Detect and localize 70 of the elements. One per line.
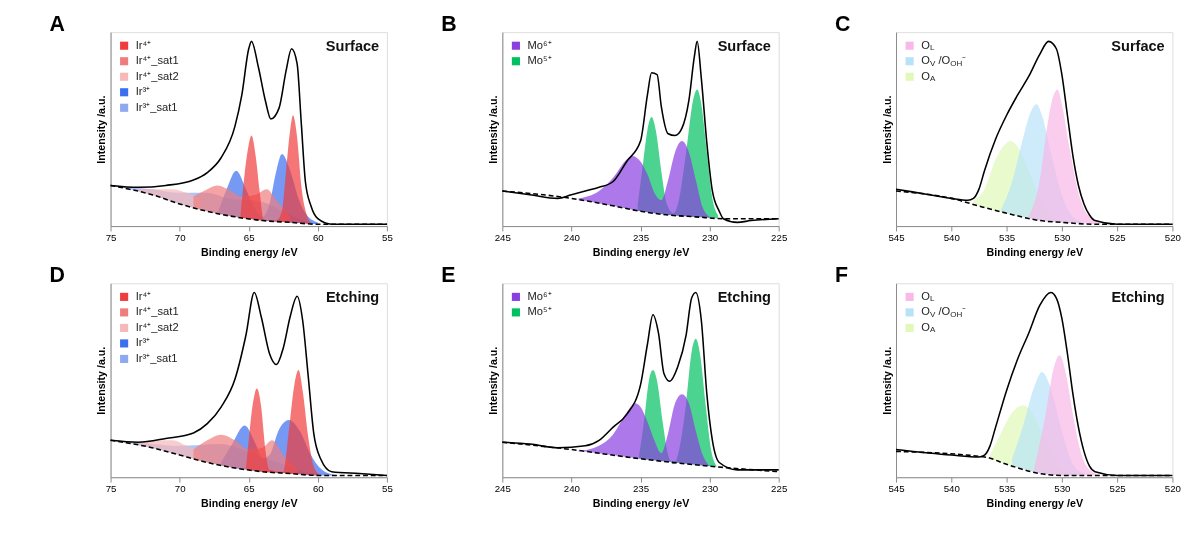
chart-title: A: [49, 12, 65, 37]
y-axis-title: Intensity /a.u.: [487, 346, 499, 415]
x-tick-label: 70: [174, 483, 187, 495]
x-tick-label: 55: [382, 483, 393, 495]
x-tick-label: 60: [312, 483, 325, 495]
x-tick-label: 245: [494, 232, 511, 244]
x-tick-label: 540: [943, 483, 961, 495]
x-tick-label: 245: [494, 483, 511, 495]
x-tick-label: 230: [702, 232, 719, 244]
legend-label: Mo⁵⁺: [527, 305, 552, 318]
legend-label: Ir⁴⁺: [135, 38, 152, 51]
x-tick-label: 540: [943, 232, 961, 244]
annotation: Surface: [717, 37, 771, 54]
y-axis-title: Intensity /a.u.: [880, 346, 893, 415]
x-tick-label: 520: [1164, 232, 1182, 244]
x-tick-label: 70: [174, 232, 187, 244]
x-tick-label: 240: [563, 483, 581, 495]
x-tick-label: 75: [105, 483, 117, 495]
x-tick-label: 65: [243, 232, 255, 244]
annotation: Etching: [325, 288, 380, 305]
x-axis-title: Binding energy /eV: [592, 496, 691, 509]
legend-label: Ir⁴⁺: [135, 289, 152, 302]
x-axis-title: Binding energy /eV: [592, 245, 691, 258]
chart-title: F: [834, 263, 848, 288]
y-axis-title: Intensity /a.u.: [487, 95, 499, 164]
annotation: Etching: [1111, 288, 1165, 305]
x-axis-title: Binding energy /eV: [200, 245, 299, 258]
chart-title: B: [441, 12, 457, 37]
x-tick-label: 545: [888, 232, 905, 244]
y-axis-title: Intensity /a.u.: [95, 346, 108, 415]
x-tick-label: 525: [1109, 483, 1126, 495]
chart-title: C: [834, 12, 851, 37]
x-tick-label: 55: [382, 232, 393, 244]
x-tick-label: 535: [999, 232, 1016, 244]
annotation: Surface: [325, 37, 380, 54]
x-tick-label: 525: [1109, 232, 1126, 244]
x-axis-title: Binding energy /eV: [200, 496, 299, 509]
x-tick-label: 240: [563, 232, 581, 244]
x-tick-label: 235: [632, 483, 650, 495]
legend-label: Ir³⁺: [135, 85, 151, 98]
y-axis-title: Intensity /a.u.: [95, 95, 108, 164]
legend-label: Ir³⁺_sat1: [135, 100, 178, 113]
x-axis-title: Binding energy /eV: [986, 245, 1084, 258]
x-tick-label: 235: [632, 232, 650, 244]
legend-label: Mo⁶⁺: [527, 38, 552, 51]
legend-label: Ir³⁺: [135, 336, 151, 349]
x-tick-label: 65: [243, 483, 255, 495]
annotation: Surface: [1111, 37, 1165, 54]
annotation: Etching: [717, 288, 771, 305]
x-tick-label: 520: [1164, 483, 1182, 495]
x-tick-label: 225: [771, 232, 788, 244]
legend-label: Ir⁴⁺_sat2: [135, 69, 179, 82]
x-tick-label: 225: [771, 483, 788, 495]
x-tick-label: 60: [312, 232, 325, 244]
x-tick-label: 545: [888, 483, 905, 495]
chart-title: E: [441, 263, 456, 288]
x-axis-title: Binding energy /eV: [986, 496, 1084, 509]
x-tick-label: 535: [999, 483, 1016, 495]
x-tick-label: 75: [105, 232, 117, 244]
legend-label: Ir⁴⁺_sat1: [135, 305, 179, 318]
x-tick-label: 530: [1054, 232, 1072, 244]
y-axis-title: Intensity /a.u.: [880, 95, 893, 164]
legend-label: Ir⁴⁺_sat1: [135, 54, 179, 67]
x-tick-label: 530: [1054, 483, 1072, 495]
legend-label: Ir³⁺_sat1: [135, 351, 178, 364]
legend-label: Mo⁶⁺: [527, 289, 552, 302]
legend-label: Ir⁴⁺_sat2: [135, 320, 179, 333]
x-tick-label: 230: [702, 483, 719, 495]
legend-label: Mo⁵⁺: [527, 54, 552, 67]
chart-title: D: [49, 263, 65, 288]
